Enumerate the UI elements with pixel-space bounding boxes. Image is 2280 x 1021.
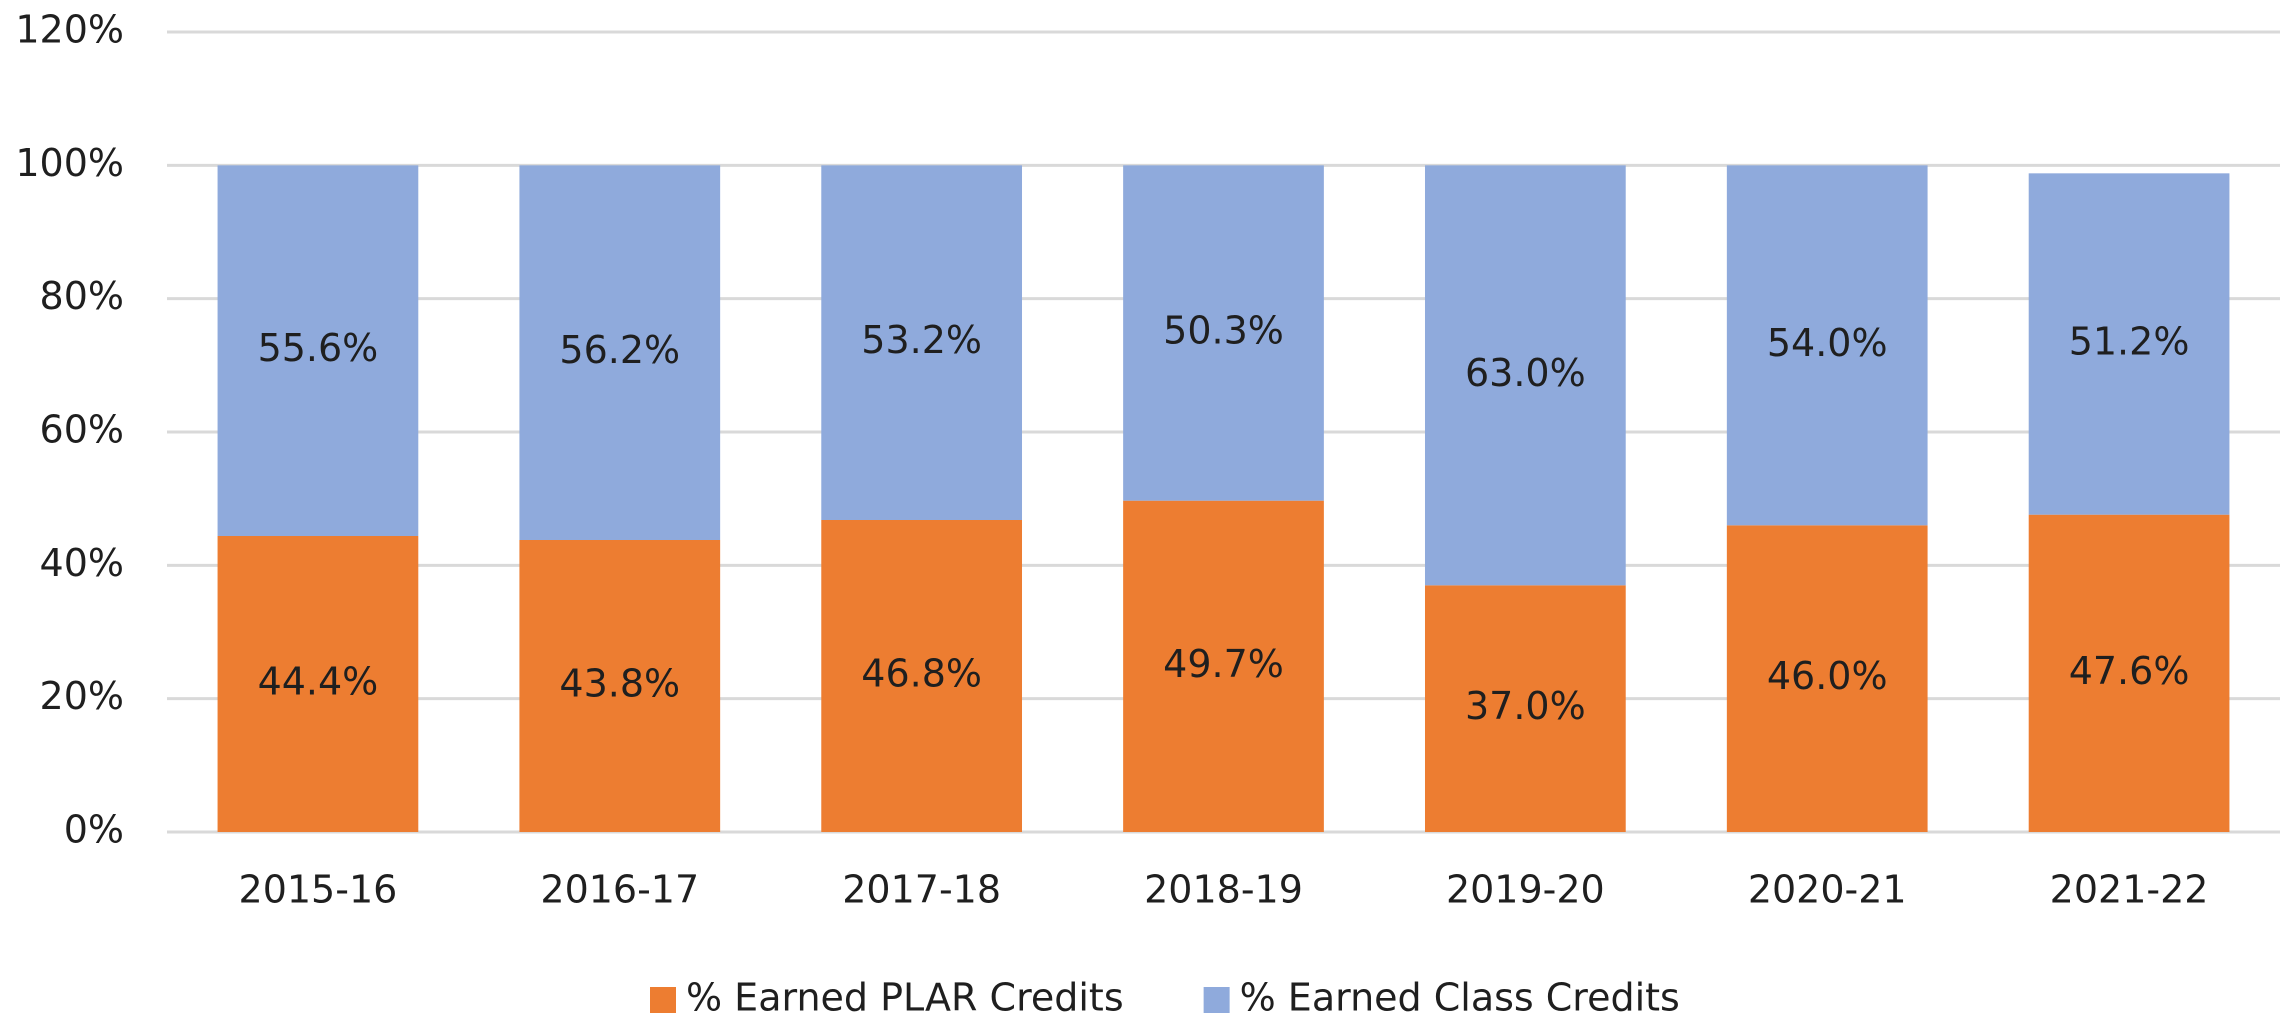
y-tick-label: 40% bbox=[40, 541, 124, 585]
data-label: 46.0% bbox=[1767, 654, 1888, 698]
bar-segment bbox=[217, 165, 419, 537]
data-label: 63.0% bbox=[1465, 351, 1586, 395]
y-tick-label: 60% bbox=[40, 408, 124, 452]
bar-segment bbox=[2028, 514, 2230, 832]
bar-segment bbox=[1123, 500, 1324, 832]
x-tick-label: 2015-16 bbox=[239, 868, 398, 912]
data-label: 46.8% bbox=[861, 652, 982, 696]
bar-segment bbox=[821, 165, 1023, 521]
bar-segment bbox=[217, 536, 419, 832]
data-label: 56.2% bbox=[559, 328, 680, 372]
data-label: 51.2% bbox=[2069, 320, 2190, 364]
y-tick-label: 100% bbox=[15, 141, 124, 185]
bar-segment bbox=[821, 520, 1023, 832]
data-label: 54.0% bbox=[1767, 321, 1888, 365]
x-tick-label: 2020-21 bbox=[1748, 868, 1907, 912]
y-tick-label: 20% bbox=[40, 674, 124, 718]
data-label: 55.6% bbox=[258, 326, 379, 370]
bar-segment bbox=[1726, 165, 1928, 526]
data-label: 53.2% bbox=[861, 318, 982, 362]
x-tick-label: 2016-17 bbox=[540, 868, 699, 912]
bar-segment bbox=[1424, 165, 1626, 586]
bar-segment bbox=[519, 540, 721, 832]
x-tick-label: 2017-18 bbox=[842, 868, 1001, 912]
bar-segment bbox=[519, 165, 721, 541]
bar-segment bbox=[1424, 585, 1626, 832]
legend-swatch bbox=[1203, 987, 1230, 1013]
y-tick-label: 120% bbox=[15, 8, 124, 52]
bar-segment bbox=[1123, 165, 1324, 501]
data-label: 43.8% bbox=[559, 662, 680, 706]
data-label: 50.3% bbox=[1163, 309, 1284, 353]
legend-label: % Earned PLAR Credits bbox=[686, 976, 1124, 1020]
y-tick-label: 0% bbox=[64, 808, 124, 852]
data-label: 47.6% bbox=[2069, 649, 2190, 693]
x-tick-label: 2021-22 bbox=[2050, 868, 2209, 912]
bar-segment bbox=[2028, 173, 2230, 515]
data-label: 49.7% bbox=[1163, 642, 1284, 686]
y-tick-label: 80% bbox=[40, 274, 124, 318]
x-tick-label: 2019-20 bbox=[1446, 868, 1605, 912]
bar-segment bbox=[1726, 525, 1928, 832]
x-tick-label: 2018-19 bbox=[1144, 868, 1303, 912]
data-label: 37.0% bbox=[1465, 684, 1586, 728]
legend-label: % Earned Class Credits bbox=[1240, 976, 1680, 1020]
legend-swatch bbox=[650, 987, 676, 1013]
data-label: 44.4% bbox=[258, 660, 379, 704]
